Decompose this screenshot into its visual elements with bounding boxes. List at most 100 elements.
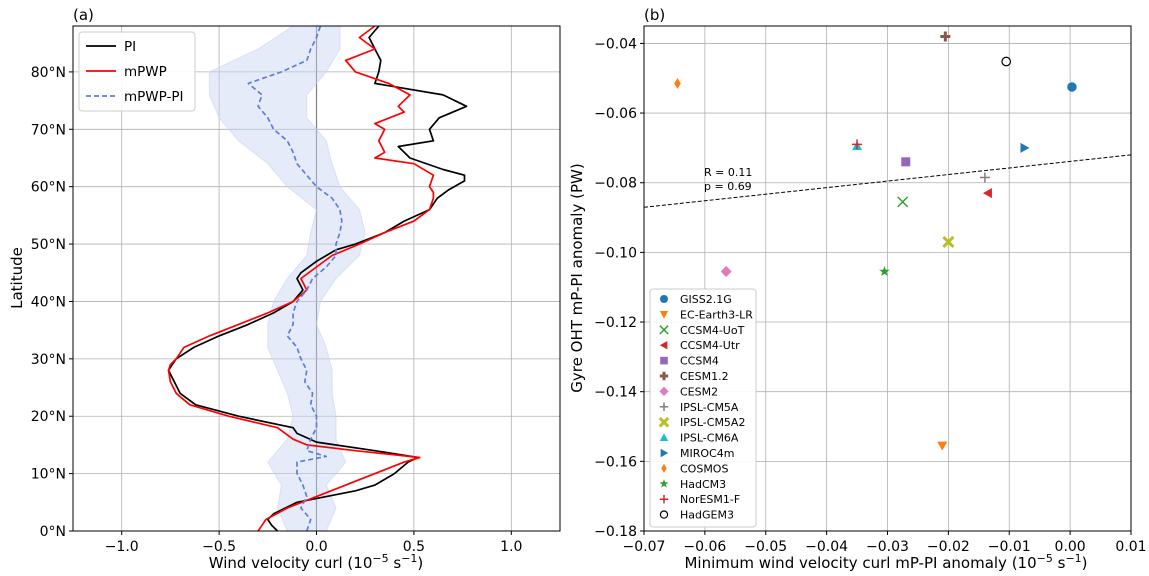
panel-b-x-tick-label: 0.00 xyxy=(1055,539,1086,555)
point-cosmos xyxy=(674,77,681,89)
panel-a-y-tick-label: 10°N xyxy=(31,467,66,483)
legend-marker-ipsl-cm5a2 xyxy=(658,416,670,428)
panel-b-x-tick-label: −0.04 xyxy=(805,539,848,555)
panel-a-spread-band xyxy=(208,25,366,532)
legend-marker-ec-earth3-lr xyxy=(659,311,669,319)
legend-marker-noresm1-f xyxy=(659,495,669,504)
panel-a-y-tick-label: 60°N xyxy=(31,180,66,196)
series-line-mpwp xyxy=(167,25,435,532)
panel-a-lines xyxy=(167,25,468,532)
legend-marker-hadcm3 xyxy=(659,479,669,488)
panel-b-y-tick-label: −0.18 xyxy=(594,524,637,540)
legend-marker-miroc4m xyxy=(660,448,669,458)
legend-pi-label: PI xyxy=(124,39,136,55)
panel-b-regression xyxy=(643,154,1132,208)
legend-label-cesm1-2: CESM1.2 xyxy=(680,370,729,383)
legend-label-miroc4m: MIROC4m xyxy=(680,447,734,460)
panel-b-y-tick-label: −0.10 xyxy=(594,245,637,261)
panel-b-points xyxy=(674,31,1077,451)
legend-label-ccsm4: CCSM4 xyxy=(680,355,719,368)
panel-a-y-ticks: 0°N 10°N 20°N 30°N 40°N 50°N 60°N 70°N 80°N xyxy=(31,65,73,540)
panel-b-x-tick-label: −0.01 xyxy=(988,539,1031,555)
panel-a-y-tick-label: 80°N xyxy=(31,65,66,81)
legend-label-ec-earth3-lr: EC-Earth3-LR xyxy=(680,308,753,321)
legend-label-cosmos: COSMOS xyxy=(680,462,728,475)
panel-b-label: (b) xyxy=(644,6,665,24)
panel-a-y-tick-label: 50°N xyxy=(31,237,66,253)
legend-marker-giss2-1g xyxy=(660,295,668,303)
legend-label-cesm2: CESM2 xyxy=(680,385,718,398)
point-giss2-1g xyxy=(1067,82,1077,92)
legend-label-ipsl-cm6a: IPSL-CM6A xyxy=(680,432,739,445)
panel-a-label: (a) xyxy=(73,6,94,24)
point-cesm1-2 xyxy=(940,31,951,42)
panel-b-x-ticks: −0.07 −0.06 −0.05 −0.04 −0.03 −0.02 −0.01 0.00 0… xyxy=(623,531,1147,555)
panel-a-x-tick-label: −0.5 xyxy=(202,539,236,555)
panel-b: (b) −0.07 −0.06 −0.05 −0.04 −0.03 −0.02 −0.01 0… xyxy=(568,6,1147,572)
panel-a-y-tick-label: 30°N xyxy=(31,352,66,368)
panel-b-legend-box xyxy=(649,288,757,528)
panel-b-x-axis-label: Minimum wind velocity curl mP-PI anomaly… xyxy=(684,552,1087,572)
panel-b-y-axis-label: Gyre OHT mP-PI anomaly (PW) xyxy=(568,163,586,392)
mpwp-pi-spread-band xyxy=(208,25,366,532)
panel-b-x-tick-label: −0.02 xyxy=(927,539,970,555)
point-hadgem3 xyxy=(1001,56,1012,67)
panel-a-x-tick-label: −1.0 xyxy=(105,539,139,555)
legend-marker-hadgem3 xyxy=(659,510,669,519)
panel-a-x-tick-label: 0.0 xyxy=(305,539,327,555)
legend-label-noresm1-f: NorESM1-F xyxy=(680,493,740,506)
legend-marker-ccsm4-uot xyxy=(659,325,669,335)
panel-b-y-tick-label: −0.04 xyxy=(594,36,637,52)
panel-a-legend: PI mPWP mPWP-PI xyxy=(78,31,196,112)
panel-a-y-axis-label: Latitude xyxy=(8,247,26,309)
panel-a-y-tick-label: 0°N xyxy=(40,524,66,540)
panel-b-x-tick-label: −0.03 xyxy=(866,539,909,555)
panel-a-x-axis-label: Wind velocity curl (10−5 s−1) xyxy=(209,552,424,572)
point-miroc4m xyxy=(1020,142,1030,153)
legend-label-hadcm3: HadCM3 xyxy=(680,478,726,491)
legend-marker-ipsl-cm6a xyxy=(659,433,669,441)
legend-mpwp-pi-label: mPWP-PI xyxy=(124,89,183,105)
legend-label-ipsl-cm5a2: IPSL-CM5A2 xyxy=(680,416,745,429)
legend-marker-ccsm4-utr xyxy=(659,341,668,350)
series-line-pi xyxy=(167,25,468,532)
legend-marker-cesm2 xyxy=(659,386,669,397)
panel-a: (a) −1.0 −0.5 0.0 0.5 1.0 0°N 10°N 20°N 30°N 40°… xyxy=(8,6,561,572)
legend-label-ccsm4-utr: CCSM4-Utr xyxy=(680,339,740,352)
legend-marker-ipsl-cm5a xyxy=(659,402,669,411)
legend-marker-cosmos xyxy=(661,463,667,474)
panel-b-y-tick-label: −0.14 xyxy=(594,385,637,401)
panel-b-legend: GISS2.1G EC-Earth3-LR CCSM4-UoT CCSM4-Utr CC… xyxy=(649,288,757,528)
panel-a-legend-box xyxy=(78,31,196,112)
legend-label-giss2-1g: GISS2.1G xyxy=(680,293,732,306)
panel-b-x-tick-label: −0.06 xyxy=(683,539,726,555)
series-line-mpwp-pi xyxy=(247,25,343,532)
point-ccsm4-uot xyxy=(897,196,909,208)
point-noresm1-f xyxy=(852,139,863,150)
panel-b-y-ticks: −0.18 −0.16 −0.14 −0.12 −0.10 −0.08 −0.06 −0.04 xyxy=(594,36,644,540)
legend-label-ipsl-cm5a: IPSL-CM5A xyxy=(680,401,739,414)
panel-a-y-tick-label: 70°N xyxy=(31,122,66,138)
panel-a-x-tick-label: 0.5 xyxy=(403,539,425,555)
point-cesm2 xyxy=(720,266,732,278)
correlation-r-annotation: R = 0.11 xyxy=(704,166,752,179)
panel-b-y-tick-label: −0.06 xyxy=(594,106,637,122)
legend-label-hadgem3: HadGEM3 xyxy=(680,509,734,522)
panel-a-y-tick-label: 40°N xyxy=(31,294,66,310)
point-ipsl-cm5a2 xyxy=(942,235,955,248)
panel-a-x-ticks: −1.0 −0.5 0.0 0.5 1.0 xyxy=(105,531,522,555)
regression-line xyxy=(643,154,1132,208)
legend-marker-cesm1-2 xyxy=(659,371,669,381)
point-ccsm4-utr xyxy=(982,188,992,199)
panel-b-y-tick-label: −0.08 xyxy=(594,176,637,192)
panel-a-x-tick-label: 1.0 xyxy=(500,539,522,555)
correlation-p-annotation: p = 0.69 xyxy=(704,180,752,193)
point-hadcm3 xyxy=(879,266,890,276)
panel-b-x-tick-label: −0.05 xyxy=(744,539,787,555)
panel-a-y-tick-label: 20°N xyxy=(31,409,66,425)
point-ec-earth3-lr xyxy=(937,441,948,451)
legend-mpwp-label: mPWP xyxy=(124,64,167,80)
panel-b-y-tick-label: −0.12 xyxy=(594,315,637,331)
legend-marker-ccsm4 xyxy=(660,356,668,365)
